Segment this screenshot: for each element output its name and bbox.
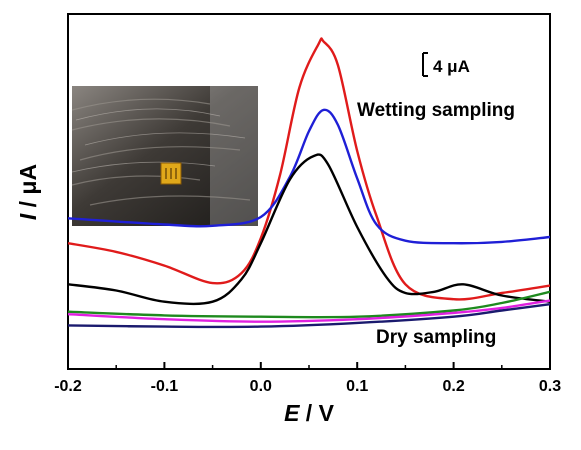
series-line-1: [68, 37, 550, 301]
series-line-2: [68, 108, 550, 245]
x-tick-labels: -0.2 -0.1 0.0 0.1 0.2 0.3: [54, 378, 561, 395]
x-tick-label: 0.3: [539, 378, 561, 395]
y-axis-label: I / μA: [15, 164, 41, 220]
x-tick-label: -0.1: [151, 378, 179, 395]
x-axis-label: E / V: [284, 400, 335, 426]
series-line-6: [68, 303, 550, 329]
annotation-dry: Dry sampling: [376, 327, 496, 348]
x-tick-label: 0.1: [346, 378, 368, 395]
series-line-4: [68, 290, 550, 319]
series-line-5: [68, 299, 550, 323]
x-axis-unit: V: [319, 400, 335, 426]
inset-photo: [71, 86, 258, 226]
x-axis-ticks: [67, 362, 551, 369]
y-axis-unit: μA: [15, 164, 41, 195]
x-axis-symbol: E: [284, 400, 300, 426]
series-group: [68, 37, 550, 329]
x-tick-label: 0.2: [442, 378, 464, 395]
scale-bar-label: 4 μA: [433, 57, 470, 76]
x-tick-label: 0.0: [250, 378, 272, 395]
annotation-wetting: Wetting sampling: [357, 100, 515, 121]
series-line-3: [68, 153, 550, 306]
y-axis-symbol: I: [15, 213, 41, 220]
x-tick-label: -0.2: [54, 378, 82, 395]
scale-bar: 4 μA: [422, 52, 470, 77]
